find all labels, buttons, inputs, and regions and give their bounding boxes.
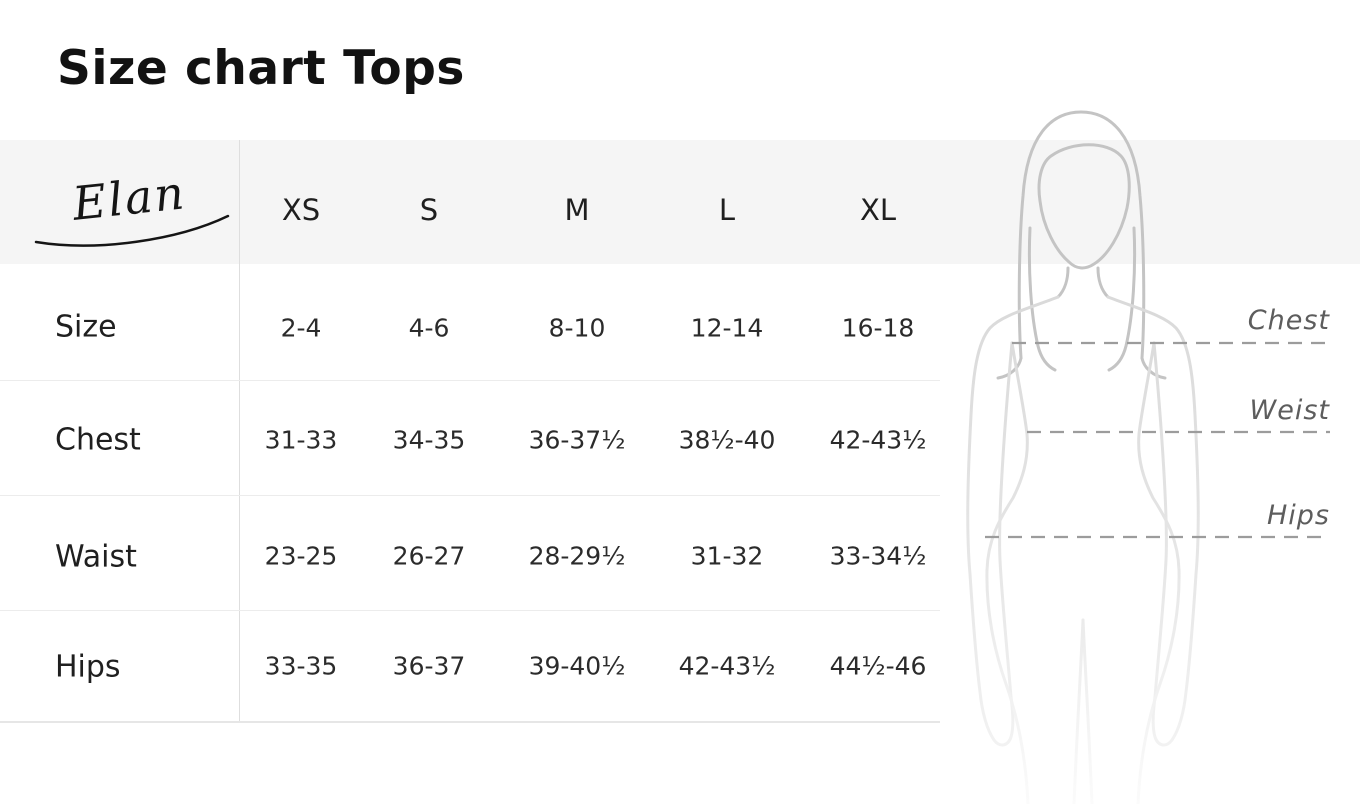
table-bottom-border [0, 721, 940, 723]
hips-measure-label: Hips [1266, 500, 1330, 531]
column-header-l: L [718, 193, 736, 227]
column-header-m: M [564, 193, 590, 227]
column-header-xs: XS [281, 193, 321, 227]
table-cell: 31-32 [690, 541, 764, 571]
vertical-divider [239, 140, 240, 722]
row-label-chest: Chest [55, 422, 141, 458]
table-cell: 8-10 [548, 313, 606, 343]
legs-outline [985, 568, 1181, 804]
table-cell: 38½-40 [678, 425, 776, 455]
brand-logo-text: Elan [69, 165, 188, 231]
table-cell: 33-34½ [829, 541, 927, 571]
table-cell: 44½-46 [829, 651, 927, 681]
table-cell: 12-14 [690, 313, 764, 343]
row-separator [0, 610, 940, 611]
table-cell: 2-4 [280, 313, 322, 343]
torso-arms-outline [966, 295, 1200, 747]
chest-measure-label: Chest [1247, 305, 1330, 336]
body-silhouette-illustration [966, 110, 1330, 804]
table-cell: 39-40½ [528, 651, 626, 681]
row-label-hips: Hips [55, 649, 121, 685]
table-cell: 23-25 [264, 541, 338, 571]
table-cell: 36-37 [392, 651, 466, 681]
brand-logo-underline [34, 214, 230, 247]
head-hair-outline [996, 110, 1167, 380]
table-cell: 42-43½ [678, 651, 776, 681]
column-header-xl: XL [859, 193, 897, 227]
table-cell: 4-6 [408, 313, 450, 343]
table-cell: 42-43½ [829, 425, 927, 455]
table-cell: 31-33 [264, 425, 338, 455]
row-separator [0, 380, 940, 381]
table-cell: 34-35 [392, 425, 466, 455]
table-cell: 16-18 [841, 313, 915, 343]
row-label-size: Size [55, 309, 117, 345]
weist-measure-label: Weist [1249, 395, 1330, 426]
table-cell: 28-29½ [528, 541, 626, 571]
table-cell: 33-35 [264, 651, 338, 681]
page-title: Size chart Tops [57, 41, 465, 96]
row-separator [0, 495, 940, 496]
column-header-s: S [419, 193, 439, 227]
brand-logo: Elan [34, 165, 230, 247]
row-label-waist: Waist [55, 539, 137, 575]
table-cell: 26-27 [392, 541, 466, 571]
table-cell: 36-37½ [528, 425, 626, 455]
